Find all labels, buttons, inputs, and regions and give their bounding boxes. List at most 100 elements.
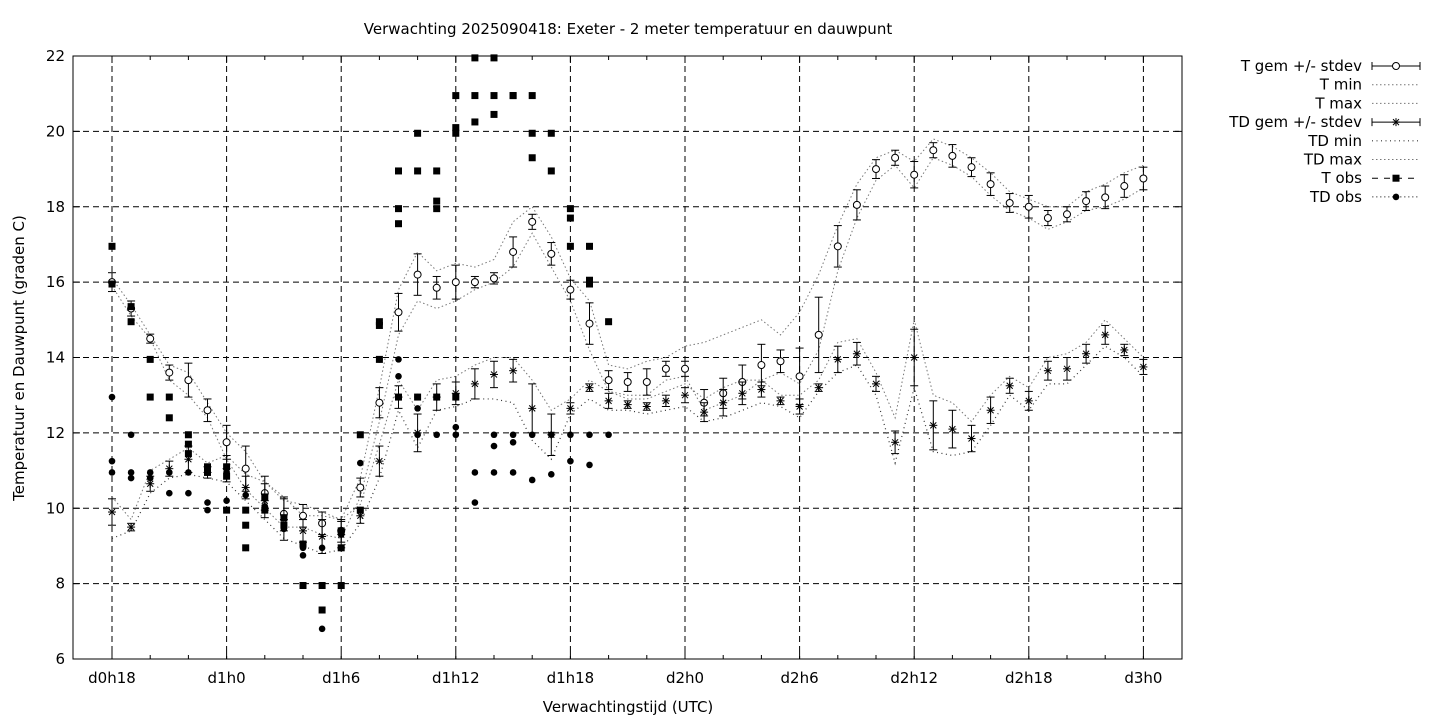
t-mean-point [528,217,537,226]
t-mean-point [165,368,174,377]
t-obs-point [433,197,441,205]
td-mean-point [318,532,327,541]
td-mean-point [719,398,728,407]
td-mean-point [776,396,785,405]
t-obs-point [471,92,479,100]
t-obs-point [146,393,154,401]
x-tick-label: d1h12 [432,669,480,687]
td-obs-point [414,431,421,439]
td-mean-point [146,479,155,488]
t-obs-point [490,54,498,62]
td-mean-point [757,385,766,394]
td-mean-point [509,366,518,375]
t-mean-point [413,270,422,279]
td-obs-point [490,431,498,439]
td-mean-point [1139,362,1148,371]
td-mean-point [986,406,995,415]
td-obs-point [185,489,192,497]
td-obs-point [548,431,555,439]
td-obs-point [242,491,249,499]
td-obs-point [490,469,498,476]
t-mean-point [1120,182,1129,191]
grid-lines [73,56,1182,659]
td-obs-point [223,497,230,505]
t-mean-point [929,146,938,155]
td-mean-point [948,425,957,434]
y-tick-label: 22 [46,47,65,65]
t-obs-point [566,242,574,250]
td-mean-point [910,353,919,362]
x-tick-label: d1h6 [322,669,360,687]
td-mean-point [700,408,709,417]
td-mean-point [833,355,842,364]
td-mean-point [1082,349,1091,358]
td-mean-point [108,508,116,517]
t-obs-point [299,540,307,548]
t-mean-point [681,364,689,373]
t-mean-point [146,334,155,343]
t-mean-point [604,376,613,385]
t-obs-point [586,242,593,250]
y-tick-label: 14 [46,349,65,367]
td-obs-point [548,471,555,478]
td-obs-point [395,373,402,380]
td-obs-point [127,431,135,439]
y-tick-label: 16 [46,273,65,291]
t-mean-point [623,377,632,386]
td-obs-point [414,393,421,401]
td-obs-point [166,469,173,476]
t-mean-point [661,364,670,373]
t-obs-point [223,506,231,514]
td-obs-point [108,457,116,465]
td-obs-point [433,393,441,401]
x-tick-label: d3h0 [1124,669,1162,687]
t-obs-point [547,129,555,137]
t-mean-point [451,278,460,287]
t-mean-point [356,483,365,492]
t-mean-point [833,242,842,251]
td-mean-point [375,457,384,466]
legend-label: TD max [1303,151,1362,169]
td-obs-point [528,476,536,484]
t-min-line [111,157,1144,539]
t-obs-point [299,582,307,590]
td-obs-point [357,506,364,514]
t-obs-point [108,242,116,250]
t-obs-point [471,118,479,126]
td-mean-point [891,438,900,447]
td-obs-point [337,531,345,538]
t-obs-point [414,129,422,137]
td-obs-point [108,469,116,476]
td-mean-point [814,383,823,392]
t-mean-point [795,372,804,381]
t-obs-point [261,493,269,501]
td-mean-point [528,404,537,413]
legend-label: TD gem +/- stdev [1228,113,1362,131]
t-obs-point [127,318,135,326]
t-mean-point [1024,202,1033,211]
td-mean-point [585,383,594,392]
td-obs-point [280,525,288,533]
t-mean-point [432,283,441,292]
td-obs-point [433,431,441,439]
t-mean-point [566,285,575,294]
td-obs-point [127,474,135,482]
y-axis-label: Temperatuur en Dauwpunt (graden C) [10,215,28,502]
t-mean-point [872,165,880,174]
t-obs-point [566,214,574,222]
t-obs-point [433,167,441,175]
td-obs-point [452,393,460,401]
t-mean-point [222,438,231,447]
t-obs-point [452,92,460,100]
td-obs-point [490,442,498,450]
t-obs-point [242,521,250,529]
td-mean-point [872,379,880,388]
td-obs-point [376,356,383,363]
t-mean-point [375,398,384,407]
t-obs-point [586,276,593,284]
td-obs-point [108,393,116,401]
t-max-line [111,138,1144,521]
td-obs-point [414,405,421,412]
td-mean-point [738,389,747,398]
t-mean-point [757,361,766,370]
